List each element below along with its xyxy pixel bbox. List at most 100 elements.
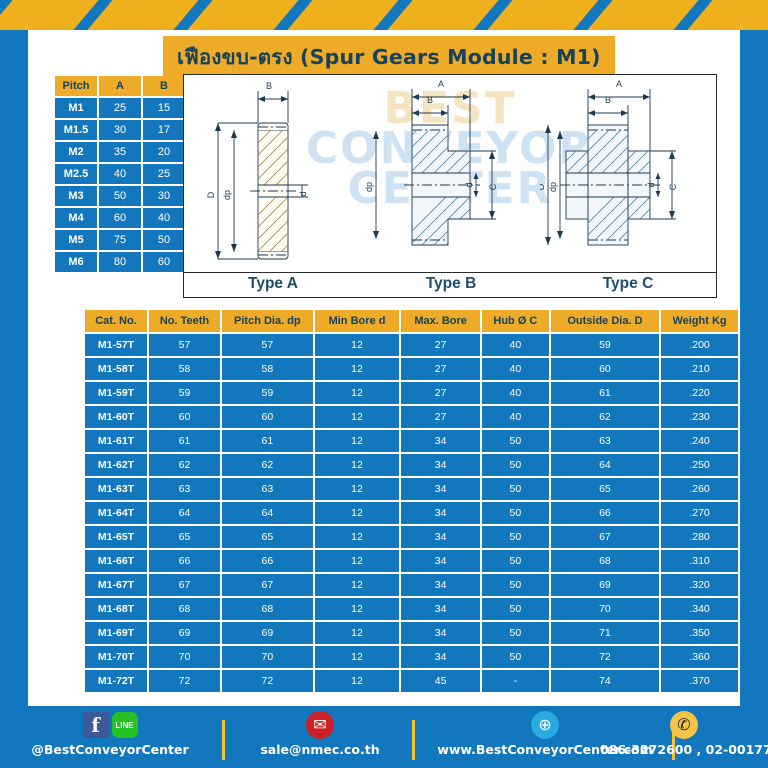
spec-cell: 62 [550,406,660,428]
spec-cell: 12 [314,622,400,644]
spec-cell: 12 [314,574,400,596]
spec-cell: .340 [661,598,738,620]
pitch-cell: M5 [55,230,97,250]
spec-cell: .320 [661,574,738,596]
pitch-header-0: Pitch [55,76,97,96]
mail-icon[interactable]: ✉ [306,711,334,739]
gear-diagram-panel: BEST CONVEYOR CENTER [183,74,717,298]
spec-cell: 50 [481,526,549,548]
type-c-label: Type C [602,275,654,292]
spec-cell: 40 [481,334,549,356]
spec-cell: 40 [481,358,549,380]
pitch-cell: M6 [55,252,97,272]
svg-text:D: D [540,183,546,190]
footer-divider-3 [672,720,675,760]
page-title: เฟืองขบ-ตรง (Spur Gears Module : M1) [163,36,615,81]
spec-cell-catno: M1-59T [85,382,147,404]
spec-cell-catno: M1-64T [85,502,147,524]
spec-cell: 12 [314,670,400,692]
spec-cell: .240 [661,430,738,452]
spec-cell: 72 [149,670,220,692]
footer-divider-2 [412,720,415,760]
svg-text:B: B [266,81,272,91]
pitch-cell: M1 [55,98,97,118]
facebook-icon[interactable]: f [82,712,109,738]
spec-cell: .260 [661,478,738,500]
pitch-cell: 15 [143,98,185,118]
footer-website[interactable]: ⊕ www.BestConveyorCenter.com [425,710,665,766]
table-row: M1-68T 68 68 12 34 50 70.340 [85,598,738,620]
spec-cell: .250 [661,454,738,476]
spec-table-header-row: Cat. No. No. Teeth Pitch Dia. dp Min Bore d… [85,310,738,332]
footer-phone[interactable]: ✆ 086-3272600 , 02-0017766 [600,710,768,766]
spec-cell-catno: M1-66T [85,550,147,572]
spec-cell: 69 [550,574,660,596]
spec-cell: 68 [550,550,660,572]
table-row: M1-64T 64 64 12 34 50 66.270 [85,502,738,524]
spec-header-2: Pitch Dia. dp [221,310,313,332]
svg-text:d: d [646,182,656,187]
phone-icon[interactable]: ✆ [670,711,698,739]
pitch-cell: 17 [143,120,185,140]
pitch-table-row: M1.5 30 17 [55,120,185,140]
pitch-cell: M4 [55,208,97,228]
footer-facebook[interactable]: f LINE @BestConveyorCenter [10,710,210,766]
spec-cell: 69 [221,622,313,644]
spec-cell: 67 [149,574,220,596]
svg-text:C: C [668,183,678,190]
spec-cell: 70 [149,646,220,668]
footer-facebook-label: @BestConveyorCenter [31,742,189,757]
spec-cell: 63 [550,430,660,452]
type-a-label: Type A [248,275,298,292]
spec-cell: 60 [221,406,313,428]
spec-cell: 59 [149,382,220,404]
spec-cell: 65 [149,526,220,548]
spec-cell: 74 [550,670,660,692]
spec-table-body: M1-57T 57 57 12 27 40 59.200 M1-58T 58 58 12 27 40 60… [85,334,738,692]
pitch-cell: M3 [55,186,97,206]
pitch-cell: 60 [99,208,141,228]
content-sheet: เฟืองขบ-ตรง (Spur Gears Module : M1) Pit… [28,30,740,706]
pitch-cell: 50 [99,186,141,206]
pitch-cell: 25 [143,164,185,184]
pitch-header-2: B [143,76,185,96]
spec-cell: 69 [149,622,220,644]
spec-cell: 50 [481,478,549,500]
spec-cell: 71 [550,622,660,644]
diagram-type-a: B D dp d Type A [184,75,362,297]
table-row: M1-72T 72 72 12 45-74.370 [85,670,738,692]
spec-cell-catno: M1-70T [85,646,147,668]
spec-cell-catno: M1-67T [85,574,147,596]
spec-cell: 61 [221,430,313,452]
spec-cell: 59 [221,382,313,404]
pitch-cell: 30 [143,186,185,206]
pitch-table-row: M1 25 15 [55,98,185,118]
spec-cell: 66 [149,550,220,572]
footer-email[interactable]: ✉ sale@nmec.co.th [240,710,400,766]
spec-header-6: Outside Dia. D [550,310,660,332]
pitch-table-header-row: Pitch A B [55,76,185,96]
pitch-table-row: M4 60 40 [55,208,185,228]
table-row: M1-66T 66 66 12 34 50 68.310 [85,550,738,572]
spec-cell: 50 [481,574,549,596]
spec-cell: 12 [314,334,400,356]
table-row: M1-70T 70 70 12 34 50 72.360 [85,646,738,668]
spec-cell: 34 [401,622,480,644]
spec-cell: .270 [661,502,738,524]
pitch-cell: M2 [55,142,97,162]
watermark-line-1: BEST [383,83,517,134]
svg-text:dp: dp [222,190,232,200]
spec-cell: 68 [221,598,313,620]
globe-icon[interactable]: ⊕ [531,711,559,739]
spec-cell: 65 [221,526,313,548]
pitch-cell: M1.5 [55,120,97,140]
spec-cell: 34 [401,454,480,476]
table-row: M1-67T 67 67 12 34 50 69.320 [85,574,738,596]
spec-cell: 50 [481,430,549,452]
pitch-table-row: M5 75 50 [55,230,185,250]
spec-cell: 12 [314,358,400,380]
line-icon[interactable]: LINE [111,712,138,738]
spec-cell: .310 [661,550,738,572]
spec-cell: .370 [661,670,738,692]
spec-cell: 12 [314,382,400,404]
